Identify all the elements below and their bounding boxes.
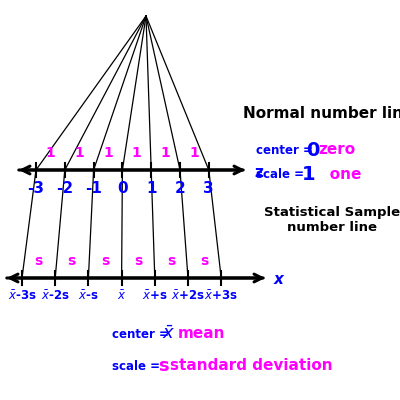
Text: $\bar{x}$+3s: $\bar{x}$+3s	[204, 289, 238, 303]
Text: s: s	[167, 254, 176, 268]
Text: 1: 1	[46, 146, 55, 160]
Text: s: s	[68, 254, 76, 268]
Text: z: z	[254, 164, 263, 180]
Text: 1: 1	[74, 146, 84, 160]
Text: 3: 3	[204, 181, 214, 196]
Text: -2: -2	[56, 181, 73, 196]
Text: 1: 1	[132, 146, 142, 160]
Text: $\bar{x}$-3s: $\bar{x}$-3s	[8, 289, 36, 303]
Text: 0: 0	[306, 140, 319, 160]
Text: 1: 1	[161, 146, 170, 160]
Text: $\bar{x}$-2s: $\bar{x}$-2s	[41, 289, 70, 303]
Text: mean: mean	[178, 326, 226, 342]
Text: 1: 1	[103, 146, 113, 160]
Text: 2: 2	[175, 181, 185, 196]
Text: s: s	[134, 254, 142, 268]
Text: s: s	[34, 254, 43, 268]
Text: scale =: scale =	[256, 168, 304, 180]
Text: center =: center =	[256, 144, 313, 156]
Text: Statistical Sample
number line: Statistical Sample number line	[264, 206, 400, 234]
Text: one: one	[314, 166, 361, 182]
Text: 1: 1	[302, 164, 316, 184]
Text: $\bar{x}$: $\bar{x}$	[117, 289, 126, 303]
Text: s: s	[101, 254, 109, 268]
Text: Normal number line: Normal number line	[243, 106, 400, 122]
Text: -3: -3	[28, 181, 44, 196]
Text: s: s	[158, 357, 169, 375]
Text: 1: 1	[146, 181, 156, 196]
Text: $\bar{x}$: $\bar{x}$	[162, 325, 175, 343]
Text: center =: center =	[112, 328, 169, 340]
Text: 1: 1	[190, 146, 199, 160]
Text: -1: -1	[85, 181, 102, 196]
Text: $\bar{x}$+s: $\bar{x}$+s	[142, 289, 168, 303]
Text: $\bar{x}$-s: $\bar{x}$-s	[78, 289, 99, 303]
Text: x: x	[274, 272, 284, 288]
Text: zero: zero	[318, 142, 355, 158]
Text: $\bar{x}$+2s: $\bar{x}$+2s	[171, 289, 205, 303]
Text: s: s	[200, 254, 209, 268]
Text: scale =: scale =	[112, 360, 160, 372]
Text: 0: 0	[117, 181, 128, 196]
Text: standard deviation: standard deviation	[170, 358, 333, 374]
